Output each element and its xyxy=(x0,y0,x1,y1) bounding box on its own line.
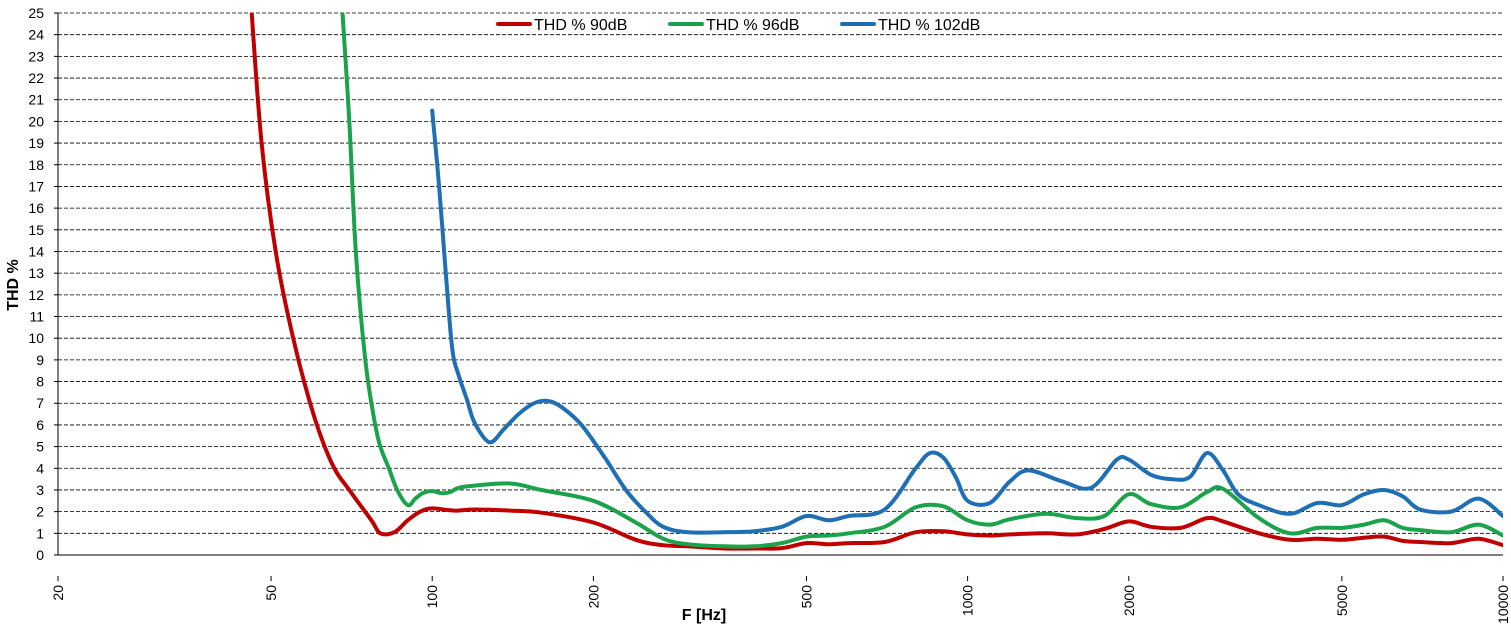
y-tick-label: 20 xyxy=(28,113,44,129)
y-tick-label: 24 xyxy=(28,27,44,43)
legend-label-1: THD % 90dB xyxy=(534,17,627,34)
y-tick-label: 15 xyxy=(28,222,44,238)
x-tick-label: 5000 xyxy=(1334,585,1350,616)
y-tick-label: 19 xyxy=(28,135,44,151)
y-tick-label: 23 xyxy=(28,48,44,64)
y-tick-label: 13 xyxy=(28,265,44,281)
y-tick-label: 8 xyxy=(36,374,44,390)
y-tick-labels: 0123456789101112131415161718192021222324… xyxy=(28,5,44,563)
y-tick-label: 9 xyxy=(36,352,44,368)
y-tick-label: 3 xyxy=(36,482,44,498)
x-tick-label: 100 xyxy=(424,585,440,609)
y-tick-label: 1 xyxy=(36,525,44,541)
y-tick-label: 10 xyxy=(28,330,44,346)
y-tick-label: 14 xyxy=(28,243,44,259)
y-tick-label: 4 xyxy=(36,460,44,476)
x-tick-label: 50 xyxy=(263,585,279,601)
grid-lines xyxy=(58,12,1503,534)
y-tick-label: 18 xyxy=(28,157,44,173)
axes xyxy=(54,12,1504,581)
y-tick-label: 16 xyxy=(28,200,44,216)
x-tick-labels: 20 50 100 200 500 1000 2000 5000 10000 xyxy=(50,585,1511,624)
y-tick-label: 17 xyxy=(28,178,44,194)
y-tick-label: 11 xyxy=(29,309,44,325)
y-tick-label: 0 xyxy=(36,547,44,563)
y-tick-label: 21 xyxy=(28,92,44,108)
series-line-2 xyxy=(340,13,1503,549)
series-line-3 xyxy=(430,108,1503,535)
y-tick-label: 2 xyxy=(36,504,44,520)
y-tick-label: 5 xyxy=(36,439,44,455)
x-tick-label: 200 xyxy=(585,585,601,609)
x-tick-label: 2000 xyxy=(1121,585,1137,616)
x-tick-label: 10000 xyxy=(1495,585,1511,624)
y-axis-title: THD % xyxy=(5,259,22,311)
legend-label-2: THD % 96dB xyxy=(706,17,799,34)
y-tick-label: 7 xyxy=(36,395,44,411)
legend: THD % 90dB THD % 96dB THD % 102dB xyxy=(496,17,980,34)
y-tick-label: 25 xyxy=(28,5,44,21)
y-tick-label: 12 xyxy=(28,287,44,303)
x-axis-title: F [Hz] xyxy=(682,607,726,624)
x-tick-label: 500 xyxy=(798,585,814,609)
x-tick-label: 20 xyxy=(50,585,66,601)
series-lines xyxy=(249,13,1503,551)
x-tick-label: 1000 xyxy=(960,585,976,616)
y-tick-label: 6 xyxy=(36,417,44,433)
y-tick-label: 22 xyxy=(28,70,44,86)
legend-label-3: THD % 102dB xyxy=(878,17,980,34)
series-line-1 xyxy=(249,13,1503,551)
